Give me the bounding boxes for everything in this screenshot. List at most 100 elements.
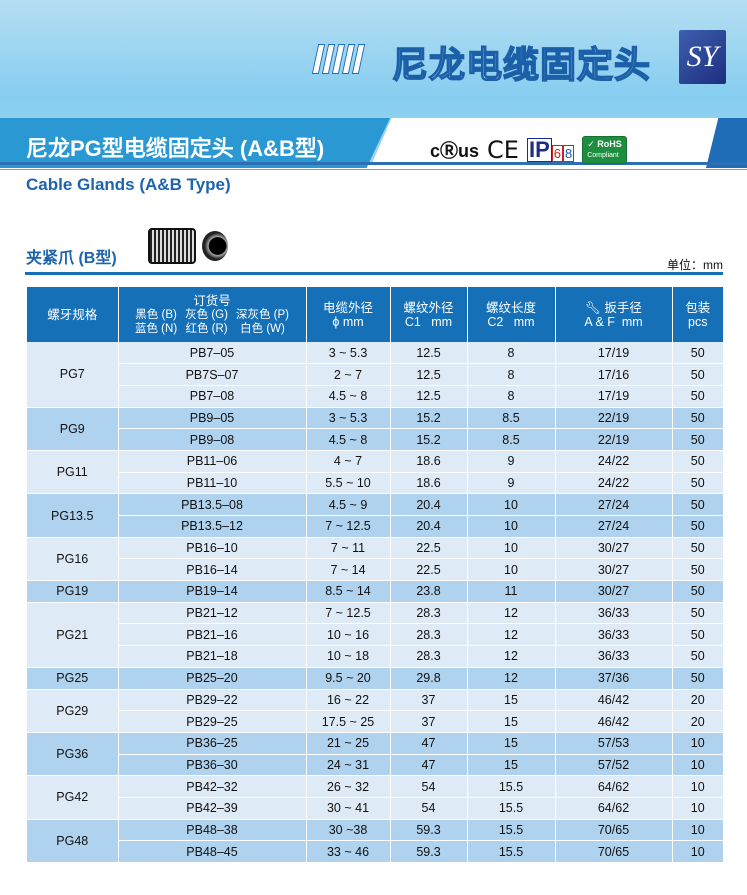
- order-number: PB25–20: [118, 667, 307, 690]
- pack-qty: 10: [672, 819, 723, 842]
- wrench-size: 24/22: [555, 450, 673, 473]
- thread-od: 47: [390, 732, 468, 755]
- ce-mark-icon: CE: [487, 136, 519, 164]
- table-row: PB29–25 17.5 ~ 25 37 15 46/42 20: [27, 710, 723, 733]
- pack-qty: 10: [672, 732, 723, 755]
- pack-qty: 50: [672, 342, 723, 365]
- cable-od: 24 ~ 31: [306, 754, 391, 777]
- thread-od: 22.5: [390, 558, 468, 582]
- wrench-size: 30/27: [555, 580, 673, 603]
- order-number: PB13.5–08: [118, 493, 307, 516]
- cert-area: [370, 118, 728, 168]
- wrench-size: 36/33: [555, 623, 673, 647]
- pack-qty: 50: [672, 363, 723, 386]
- cable-od: 7 ~ 12.5: [306, 602, 391, 625]
- cable-od: 3 ~ 5.3: [306, 342, 391, 365]
- thread-od: 28.3: [390, 602, 468, 625]
- cable-od: 26 ~ 32: [306, 775, 391, 798]
- header-order-title: 订货号: [193, 293, 231, 308]
- cable-od: 16 ~ 22: [306, 689, 391, 712]
- thread-length: 12: [467, 623, 556, 647]
- thread-spec: PG21: [27, 602, 119, 668]
- gland-nut-image: [202, 231, 228, 261]
- wrench-size: 30/27: [555, 558, 673, 582]
- thread-od: 18.6: [390, 450, 468, 473]
- table-row: PB48–45 33 ~ 46 59.3 15.5 70/65 10: [27, 840, 723, 863]
- spec-table: 螺牙规格 订货号 黑色 (B) 灰色 (G) 深灰色 (P) 蓝色 (N) 红色 (R…: [27, 287, 723, 864]
- cable-od: 30 ~ 41: [306, 797, 391, 820]
- table-row: PG19 PB19–14 8.5 ~ 14 23.8 11 30/27 50: [27, 580, 723, 603]
- thread-spec: PG25: [27, 667, 119, 690]
- thread-spec: PG16: [27, 537, 119, 582]
- color-code: 深灰色 (P): [235, 308, 289, 321]
- gland-body-image: [148, 228, 196, 264]
- thread-od: 20.4: [390, 493, 468, 516]
- cable-od: 2 ~ 7: [306, 363, 391, 386]
- wrench-size: 57/52: [555, 754, 673, 777]
- thread-spec: PG36: [27, 732, 119, 777]
- thread-length: 15: [467, 754, 556, 777]
- thread-spec: PG11: [27, 450, 119, 495]
- header-cable-od: 电缆外径 ϕ mm: [306, 287, 391, 342]
- header-label: 螺纹长度: [485, 300, 536, 315]
- thread-length: 12: [467, 645, 556, 668]
- pack-qty: 50: [672, 493, 723, 516]
- wrench-size: 22/19: [555, 428, 673, 451]
- certifications: cⓇus CE IP 6 8 ✓ RoHS Compliant: [430, 136, 627, 164]
- header-unit: ϕ mm: [332, 314, 364, 329]
- table-row: PB42–39 30 ~ 41 54 15.5 64/62 10: [27, 797, 723, 820]
- thread-length: 15.5: [467, 775, 556, 798]
- wrench-size: 70/65: [555, 819, 673, 842]
- thread-od: 28.3: [390, 645, 468, 668]
- cable-od: 17.5 ~ 25: [306, 710, 391, 733]
- order-number: PB11–10: [118, 472, 307, 495]
- table-row: PG9 PB9–05 3 ~ 5.3 15.2 8.5 22/19 50: [27, 407, 723, 451]
- color-code: 黑色 (B): [135, 308, 177, 321]
- thread-od: 29.8: [390, 667, 468, 690]
- cable-od: 30 ~38: [306, 819, 391, 842]
- subtitle: 尼龙PG型电缆固定头 (A&B型): [26, 136, 325, 161]
- header-thread-length: 螺纹长度 C2 mm: [467, 287, 556, 342]
- color-codes: 黑色 (B) 灰色 (G) 深灰色 (P) 蓝色 (N) 红色 (R) 白色 (W): [119, 308, 306, 336]
- thread-od: 59.3: [390, 840, 468, 863]
- thread-length: 8: [467, 363, 556, 386]
- thread-length: 11: [467, 580, 556, 603]
- table-row: PB7–08 4.5 ~ 8 12.5 8 17/19 50: [27, 385, 723, 408]
- order-number: PB11–06: [118, 450, 307, 473]
- table-row: PB7S–07 2 ~ 7 12.5 8 17/16 50: [27, 363, 723, 386]
- order-number: PB42–32: [118, 775, 307, 798]
- thread-length: 10: [467, 515, 556, 538]
- wrench-size: 36/33: [555, 602, 673, 625]
- thread-length: 15: [467, 689, 556, 712]
- cable-od: 7 ~ 14: [306, 558, 391, 582]
- rohs-label: RoHS: [597, 139, 622, 149]
- order-number: PB9–05: [118, 407, 307, 430]
- table-row: PG48 PB48–38 30 ~38 59.3 15.5 70/65 10: [27, 819, 723, 864]
- ul-mark-icon: cⓇus: [430, 141, 480, 161]
- thread-od: 59.3: [390, 819, 468, 842]
- thread-od: 15.2: [390, 428, 468, 451]
- wrench-size: 24/22: [555, 472, 673, 495]
- header-label: 螺纹外径: [403, 300, 454, 315]
- order-number: PB16–10: [118, 537, 307, 560]
- wrench-icon: 🔧︎: [585, 300, 605, 315]
- cable-od: 8.5 ~ 14: [306, 580, 391, 603]
- thread-od: 12.5: [390, 385, 468, 408]
- table-row: PG21 PB21–12 7 ~ 12.5 28.3 12 36/33 50: [27, 602, 723, 668]
- wrench-size: 36/33: [555, 645, 673, 668]
- wrench-size: 57/53: [555, 732, 673, 755]
- cable-od: 21 ~ 25: [306, 732, 391, 755]
- thread-od: 12.5: [390, 342, 468, 365]
- cable-od: 5.5 ~ 10: [306, 472, 391, 495]
- order-number: PB48–38: [118, 819, 307, 842]
- header-order: 订货号 黑色 (B) 灰色 (G) 深灰色 (P) 蓝色 (N) 红色 (R) 白色 (…: [118, 287, 307, 342]
- order-number: PB36–30: [118, 754, 307, 777]
- wrench-size: 30/27: [555, 537, 673, 560]
- order-number: PB29–25: [118, 710, 307, 733]
- order-number: PB13.5–12: [118, 515, 307, 538]
- thread-od: 22.5: [390, 537, 468, 560]
- thread-length: 8.5: [467, 407, 556, 430]
- thread-length: 9: [467, 450, 556, 473]
- thread-spec: PG29: [27, 689, 119, 733]
- header-label: 包装: [685, 300, 711, 315]
